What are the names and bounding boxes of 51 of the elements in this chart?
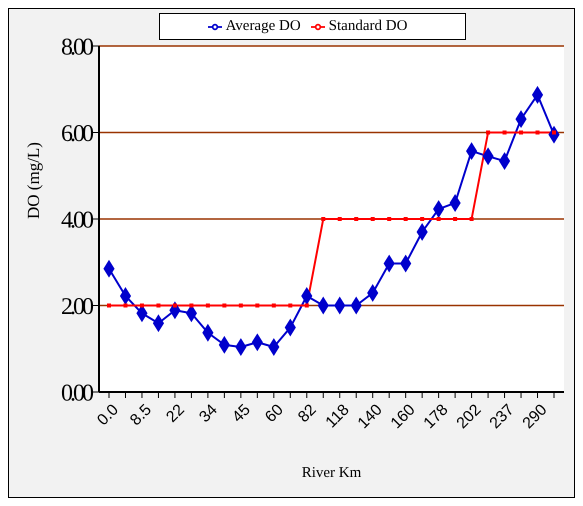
x-axis-title: River Km — [302, 465, 362, 481]
y-tick-label: 8.00 — [61, 34, 94, 61]
x-tick-label: 160 — [388, 401, 419, 432]
x-tick-label: 8.5 — [127, 401, 156, 430]
legend-label: Standard DO — [328, 18, 408, 34]
point — [321, 217, 326, 221]
point — [502, 130, 507, 134]
point — [222, 304, 226, 308]
x-tick-label: 202 — [454, 401, 485, 432]
point — [288, 304, 292, 308]
point — [552, 130, 556, 134]
point — [123, 304, 128, 308]
y-axis-title: DO (mg/L) — [24, 142, 44, 219]
point — [420, 217, 424, 221]
point — [486, 130, 490, 134]
y-tick-label: 2.00 — [61, 294, 94, 320]
point — [172, 304, 177, 308]
x-tick-label: 237 — [486, 401, 518, 432]
point — [536, 130, 540, 134]
point — [453, 217, 458, 221]
point — [156, 304, 160, 308]
legend-label: Average DO — [226, 18, 301, 34]
point — [387, 217, 392, 221]
x-tick-label: 0.0 — [94, 401, 122, 430]
x-tick-label: 60 — [262, 401, 287, 426]
point — [189, 304, 194, 308]
x-tick-label: 178 — [420, 401, 452, 432]
y-tick-label: 4.00 — [61, 208, 94, 234]
y-tick-label: 0.00 — [61, 380, 94, 407]
point — [470, 217, 474, 221]
x-tick-label: 82 — [295, 401, 320, 426]
point — [272, 304, 276, 308]
point — [255, 304, 260, 308]
point — [338, 217, 342, 221]
x-tick-label: 118 — [322, 401, 353, 432]
point — [107, 304, 111, 308]
point — [436, 217, 441, 221]
point — [238, 304, 243, 308]
point — [404, 217, 408, 221]
point — [140, 304, 144, 308]
point — [354, 217, 358, 221]
y-tick-label: 6.00 — [61, 121, 94, 148]
x-tick-label: 290 — [520, 401, 551, 432]
point — [304, 304, 309, 308]
x-tick-label: 45 — [229, 401, 254, 426]
point — [206, 304, 210, 308]
point — [370, 217, 375, 221]
x-tick-label: 140 — [354, 401, 386, 432]
x-tick-label: 22 — [163, 401, 188, 426]
point — [519, 130, 524, 134]
x-tick-label: 34 — [196, 401, 221, 426]
